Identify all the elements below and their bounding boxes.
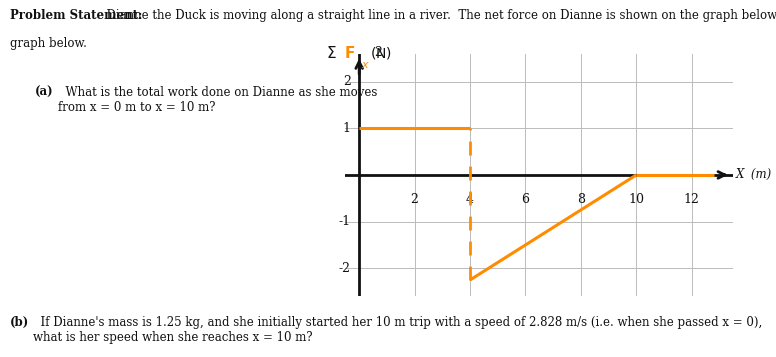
Text: (a): (a) xyxy=(35,86,54,99)
Text: 1: 1 xyxy=(343,122,351,135)
Text: What is the total work done on Dianne as she moves
from x = 0 m to x = 10 m?: What is the total work done on Dianne as… xyxy=(58,86,378,114)
Text: 4: 4 xyxy=(466,193,474,206)
Text: -1: -1 xyxy=(339,215,351,228)
Text: $\mathit{x}$: $\mathit{x}$ xyxy=(361,60,369,70)
Text: $\Sigma$: $\Sigma$ xyxy=(326,45,337,61)
Text: -2: -2 xyxy=(339,262,351,275)
Text: $\mathrm{(N)}$: $\mathrm{(N)}$ xyxy=(370,45,392,61)
Text: 2: 2 xyxy=(411,193,418,206)
Text: graph below.: graph below. xyxy=(10,37,87,50)
Text: If Dianne's mass is 1.25 kg, and she initially started her 10 m trip with a spee: If Dianne's mass is 1.25 kg, and she ini… xyxy=(33,316,763,344)
Text: 2: 2 xyxy=(343,75,351,88)
Text: 10: 10 xyxy=(629,193,644,206)
Text: (b): (b) xyxy=(10,316,29,329)
Text: X  (m): X (m) xyxy=(736,169,772,181)
Text: Dianne the Duck is moving along a straight line in a river.  The net force on Di: Dianne the Duck is moving along a straig… xyxy=(99,9,776,22)
Text: 2: 2 xyxy=(374,46,383,59)
Text: Problem Statement:: Problem Statement: xyxy=(10,9,143,22)
Text: $\mathbf{F}$: $\mathbf{F}$ xyxy=(344,45,355,61)
Text: 6: 6 xyxy=(521,193,529,206)
Text: 8: 8 xyxy=(577,193,585,206)
Text: 12: 12 xyxy=(684,193,700,206)
